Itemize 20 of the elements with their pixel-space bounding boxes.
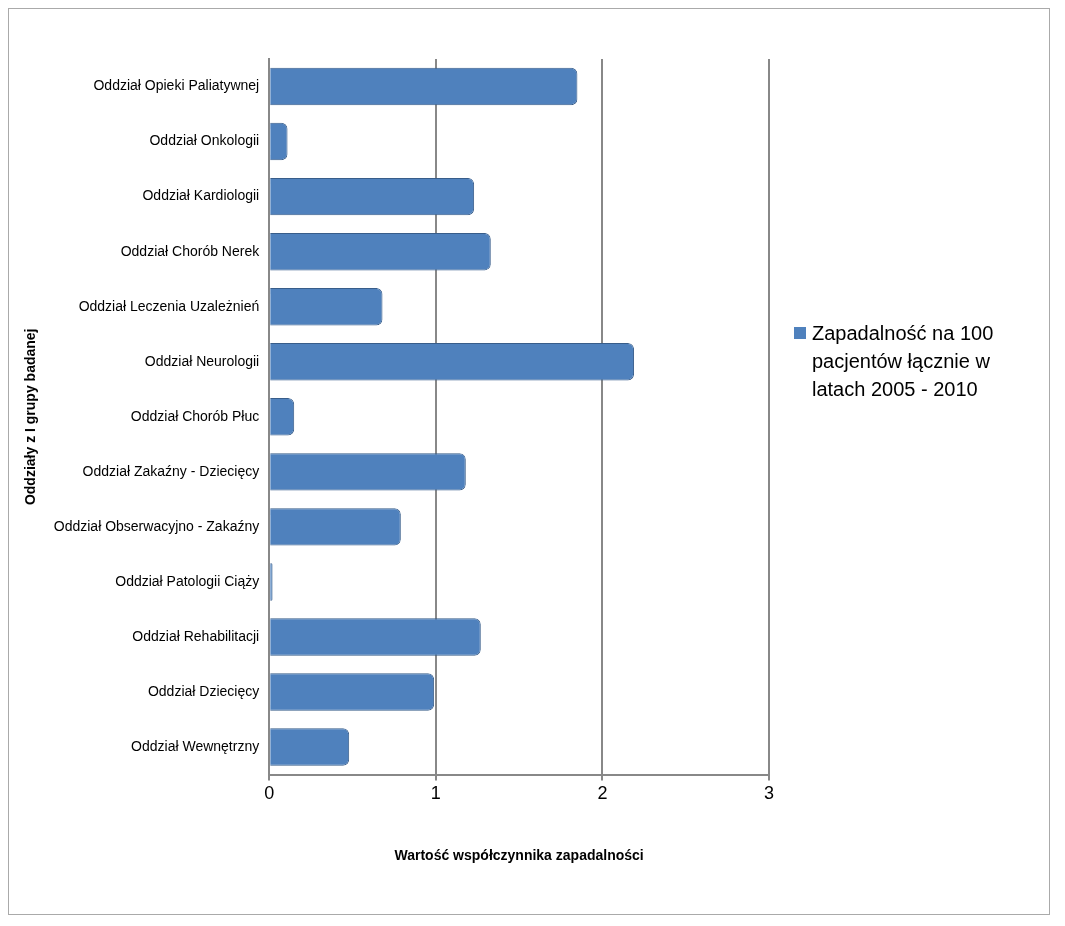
y-tick-label: Oddział Neurologii bbox=[144, 352, 260, 369]
x-axis-title: Wartość współczynnika zapadalności bbox=[394, 847, 644, 864]
y-tick-label: Oddział Rehabilitacji bbox=[132, 627, 260, 644]
y-tick-label: Oddział Wewnętrzny bbox=[131, 737, 260, 754]
x-tick-label: 3 bbox=[763, 783, 775, 804]
y-tick-label: Oddział Obserwacyjno - Zakaźny bbox=[53, 517, 260, 534]
y-tick-label: Oddział Chorób Płuc bbox=[130, 407, 260, 424]
legend-label: Zapadalność na 100 pacjentów łącznie w latach 2005 - 2010 bbox=[812, 321, 995, 402]
y-tick-label: Oddział Kardiologii bbox=[142, 187, 260, 204]
x-tick-label: 1 bbox=[430, 783, 441, 804]
y-tick-label: Oddział Onkologii bbox=[149, 132, 260, 149]
y-tick-label: Oddział Zakaźny - Dziecięcy bbox=[82, 462, 260, 479]
y-axis-title: Oddziały z I grupy badanej bbox=[22, 328, 39, 506]
x-tick-label: 0 bbox=[264, 783, 275, 804]
y-tick-label: Oddział Dziecięcy bbox=[147, 682, 260, 699]
y-tick-label: Oddział Opieki Paliatywnej bbox=[93, 77, 260, 94]
y-tick-label: Oddział Leczenia Uzależnień bbox=[78, 297, 260, 314]
y-tick-label: Oddział Chorób Nerek bbox=[120, 242, 261, 259]
x-tick-label: 2 bbox=[597, 783, 608, 804]
y-tick-label: Oddział Patologii Ciąży bbox=[115, 572, 260, 589]
